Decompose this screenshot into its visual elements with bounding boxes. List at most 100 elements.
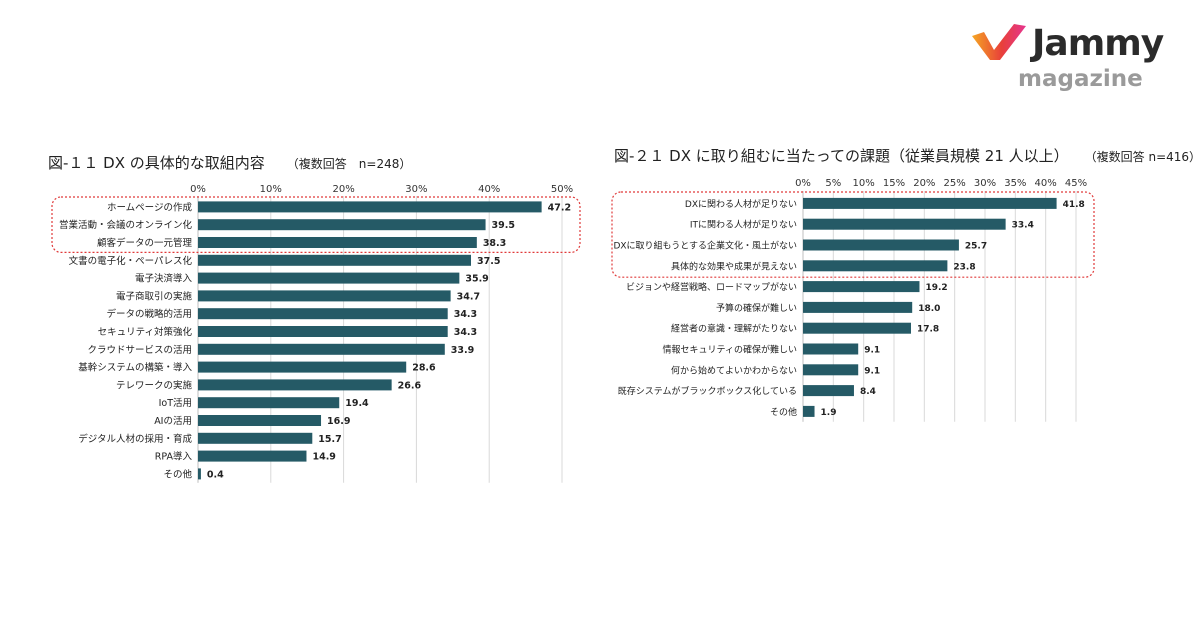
bar [803, 385, 854, 397]
bar [198, 237, 477, 248]
data-label: 34.7 [457, 291, 480, 302]
category-label: その他 [770, 406, 797, 418]
tick-label: 50% [551, 184, 573, 195]
bar [803, 239, 959, 251]
bar [198, 379, 392, 391]
data-label: 19.4 [345, 398, 369, 409]
tick-label: 30% [974, 178, 996, 189]
category-label: データの戦略的活用 [106, 308, 192, 320]
bar [198, 290, 451, 302]
category-label: ITに関わる人材が足りない [690, 219, 797, 231]
data-label: 8.4 [860, 387, 876, 397]
bar [198, 201, 542, 213]
bar [803, 218, 1006, 230]
category-label: DXに取り組もうとする企業文化・風土がない [613, 240, 797, 252]
bar [198, 361, 407, 373]
data-label: 9.1 [864, 346, 880, 356]
data-label: 1.9 [821, 408, 837, 418]
bar [198, 308, 448, 320]
data-label: 47.2 [548, 202, 571, 213]
data-label: 37.5 [477, 256, 500, 267]
data-label: 38.3 [483, 238, 506, 249]
data-label: 33.9 [451, 345, 474, 356]
category-label: デジタル人材の採用・育成 [78, 433, 192, 445]
jammy-logo-mark-icon [972, 24, 1026, 60]
chart-1-title-row: 図-１１ DX の具体的な取組内容 （複数回答 n=248） [48, 152, 411, 173]
bar [803, 260, 948, 272]
chart-2-title-row: 図-２１ DX に取り組むに当たっての課題（従業員規模 21 人以上） （複数回答… [614, 145, 1200, 166]
tick-label: 25% [944, 178, 966, 189]
tick-label: 30% [405, 184, 427, 195]
tick-label: 15% [883, 178, 905, 189]
category-label: 電子決済導入 [135, 273, 193, 285]
data-label: 0.4 [207, 469, 224, 480]
data-label: 33.4 [1012, 221, 1034, 231]
category-label: 文書の電子化・ペーパレス化 [69, 255, 193, 267]
category-label: RPA導入 [155, 451, 193, 463]
data-label: 26.6 [398, 380, 422, 391]
category-label: 経営者の意識・理解がたりない [671, 323, 797, 335]
tick-label: 20% [913, 178, 935, 189]
category-label: 顧客データの一元管理 [97, 237, 193, 249]
chart-2-title: 図-２１ DX に取り組むに当たっての課題（従業員規模 21 人以上） [614, 147, 1069, 165]
category-label: 何から始めてよいかわからない [671, 364, 797, 376]
bar [803, 364, 859, 376]
tick-label: 5% [825, 178, 841, 189]
data-label: 18.0 [918, 304, 940, 314]
tick-label: 35% [1004, 178, 1026, 189]
bar [198, 432, 313, 444]
data-label: 15.7 [318, 434, 341, 445]
category-label: 営業活動・会議のオンライン化 [59, 219, 193, 231]
tick-label: 0% [190, 184, 206, 195]
bar [803, 197, 1057, 209]
category-label: 基幹システムの構築・導入 [78, 362, 192, 374]
bar [198, 254, 471, 266]
category-label: 既存システムがブラックボックス化している [618, 385, 797, 397]
tick-label: 40% [478, 184, 500, 195]
category-label: その他 [163, 468, 192, 480]
chart-2-note: （複数回答 n=416） [1090, 150, 1200, 164]
logo-subtitle: magazine [1018, 66, 1143, 92]
logo-wordmark: Jammy [1032, 23, 1164, 64]
highlight-box [611, 191, 1095, 278]
category-label: 予算の確保が難しい [716, 302, 797, 314]
bar [198, 219, 486, 231]
bar [198, 468, 201, 480]
data-label: 34.3 [454, 309, 477, 320]
category-label: ホームページの作成 [107, 201, 193, 213]
data-label: 23.8 [953, 262, 975, 272]
data-label: 39.5 [492, 220, 515, 231]
chart-1: 0% 10% 20% 30% 40% 50% ホームページの作成 47.2 営業活動・会議のオン… [51, 184, 581, 483]
chart-2: 0% 5% 10% 15% 20% 25% 30% 35% 40% 45% DXに関わる人材が足りな… [611, 178, 1095, 422]
data-label: 41.8 [1063, 200, 1085, 210]
category-label: セキュリティ対策強化 [98, 326, 193, 338]
data-label: 34.3 [454, 327, 477, 338]
data-label: 19.2 [925, 283, 947, 293]
jammy-magazine-logo[interactable]: Jammy magazine [970, 18, 1180, 98]
bar [803, 405, 815, 417]
tick-label: 20% [332, 184, 354, 195]
bar [803, 322, 911, 334]
tick-label: 0% [795, 178, 811, 189]
chart-1-title: 図-１１ DX の具体的な取組内容 [48, 154, 265, 172]
category-label: AIの活用 [154, 415, 192, 427]
bar [803, 281, 920, 293]
tick-label: 10% [853, 178, 875, 189]
data-label: 28.6 [412, 363, 436, 374]
bar [198, 343, 445, 355]
category-label: 電子商取引の実施 [116, 290, 193, 302]
category-label: 具体的な効果や成果が見えない [671, 260, 797, 272]
bar [198, 450, 307, 462]
bar [198, 415, 322, 426]
data-label: 14.9 [312, 452, 335, 463]
tick-label: 10% [260, 184, 282, 195]
category-label: テレワークの実施 [116, 379, 193, 391]
category-label: ビジョンや経営戦略、ロードマップがない [626, 281, 797, 293]
data-label: 17.8 [917, 325, 939, 335]
data-label: 25.7 [965, 242, 987, 252]
bar [803, 343, 859, 355]
bar [198, 326, 448, 337]
data-label: 9.1 [864, 366, 880, 376]
bar [198, 272, 460, 284]
